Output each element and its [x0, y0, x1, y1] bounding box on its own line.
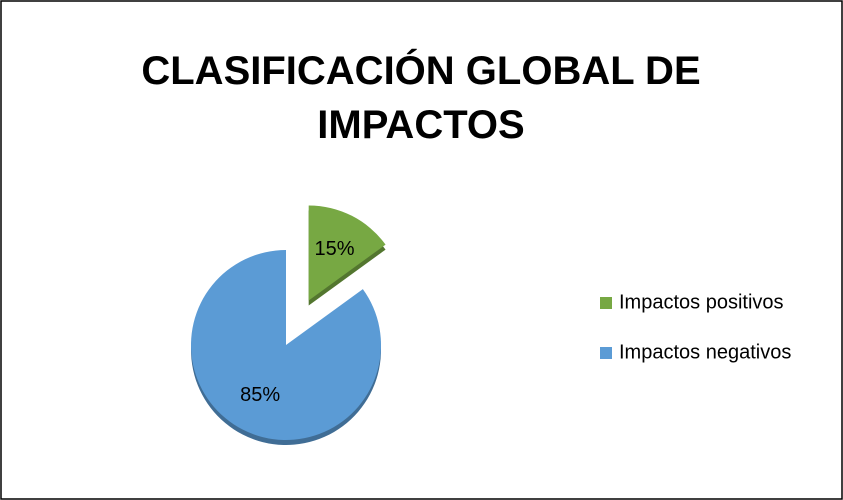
legend-label: Impactos negativos [619, 341, 791, 363]
legend-swatch [600, 347, 612, 359]
data-label: 15% [315, 238, 355, 260]
slice [191, 250, 382, 440]
data-label: 85% [240, 384, 280, 406]
legend-label: Impactos positivos [619, 291, 784, 313]
legend-swatch [600, 297, 612, 309]
chart-title: CLASIFICACIÓN GLOBAL DE IMPACTOS [141, 49, 701, 147]
slice [308, 205, 386, 301]
